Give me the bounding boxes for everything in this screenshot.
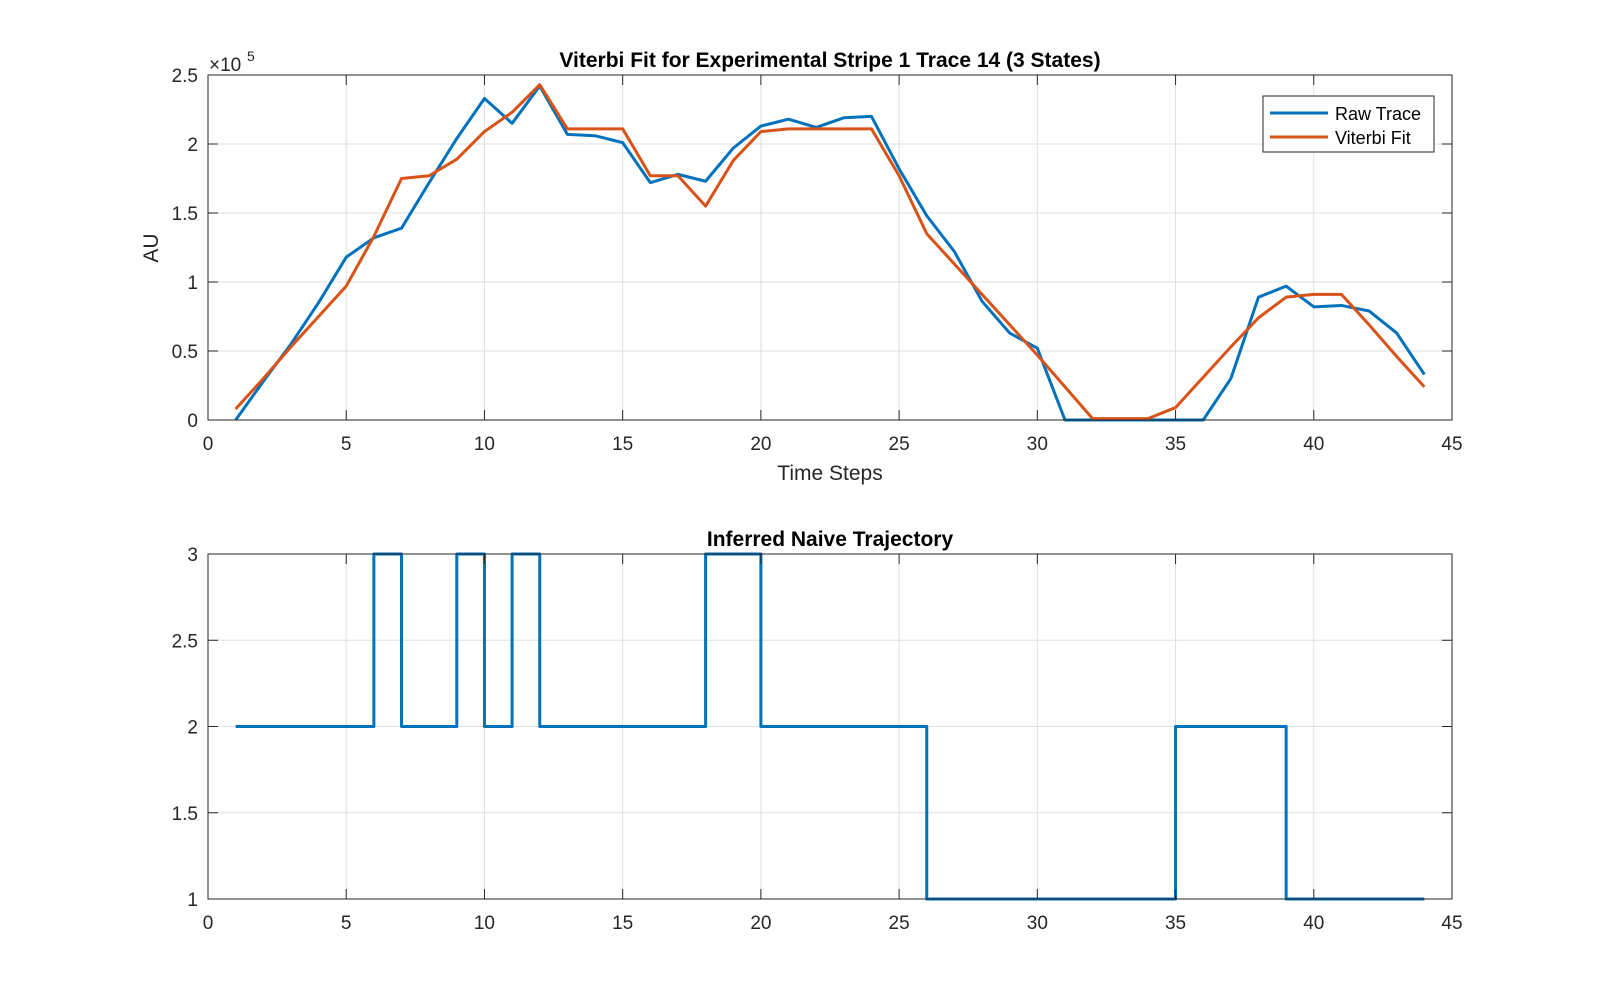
x-tick-label: 40	[1303, 913, 1324, 934]
series-line-raw-trace	[234, 84, 1426, 422]
bottom-chart-title: Inferred Naive Trajectory	[707, 528, 954, 551]
x-tick-label: 45	[1441, 913, 1462, 934]
y-tick-label: 0	[187, 411, 198, 432]
x-tick-label: 10	[474, 913, 495, 934]
y-exponent-base: ×10	[209, 55, 241, 76]
x-tick-label: 15	[612, 434, 633, 455]
x-tick-label: 30	[1027, 434, 1048, 455]
top-axes-frame	[207, 74, 1453, 421]
top-x-tick-labels: 0 5 10 15 20 25 30 35 40 45	[203, 434, 1463, 455]
y-tick-label: 1	[187, 273, 198, 294]
x-tick-label: 40	[1303, 434, 1324, 455]
top-series-group	[234, 83, 1426, 422]
bottom-y-tick-labels: 1 1.5 2 2.5 3	[172, 545, 198, 911]
y-tick-label: 1	[187, 890, 198, 911]
series-line-trajectory	[235, 552, 1425, 901]
x-tick-label: 45	[1441, 434, 1462, 455]
x-tick-label: 5	[341, 913, 352, 934]
x-tick-label: 30	[1027, 913, 1048, 934]
top-y-axis-label: AU	[140, 233, 163, 262]
bottom-ticks	[207, 553, 1453, 900]
bottom-x-tick-labels: 0 5 10 15 20 25 30 35 40 45	[203, 913, 1463, 934]
y-exponent-power: 5	[247, 48, 255, 64]
y-tick-label: 2	[187, 718, 198, 739]
top-y-tick-labels: 0 0.5 1 1.5 2 2.5	[172, 66, 198, 432]
y-tick-label: 3	[187, 545, 198, 566]
x-tick-label: 0	[203, 913, 214, 934]
x-tick-label: 25	[889, 913, 910, 934]
legend: Raw Trace Viterbi Fit	[1262, 95, 1435, 153]
inferred-trajectory-chart: 0 5 10 15 20 25 30 35 40 45 1 1.5 2 2.5 3 Inferred Na…	[172, 528, 1463, 934]
bottom-series-group	[235, 552, 1425, 901]
y-exponent-label: ×10 5	[209, 48, 255, 76]
legend-label-raw-trace: Raw Trace	[1335, 104, 1421, 124]
x-tick-label: 20	[750, 434, 771, 455]
legend-label-viterbi-fit: Viterbi Fit	[1335, 128, 1411, 148]
top-x-axis-label: Time Steps	[777, 462, 882, 485]
top-chart-title: Viterbi Fit for Experimental Stripe 1 Tr…	[559, 49, 1100, 72]
series-line-viterbi-fit	[234, 83, 1426, 421]
viterbi-fit-chart: 0 5 10 15 20 25 30 35 40 45 0 0.5 1 1.5 2 2.5 Viterbi …	[140, 48, 1463, 485]
y-tick-label: 0.5	[172, 342, 198, 363]
x-tick-label: 10	[474, 434, 495, 455]
top-ticks	[207, 74, 1453, 421]
y-tick-label: 1.5	[172, 204, 198, 225]
y-tick-label: 2.5	[172, 631, 198, 652]
x-tick-label: 25	[889, 434, 910, 455]
x-tick-label: 15	[612, 913, 633, 934]
x-tick-label: 0	[203, 434, 214, 455]
y-tick-label: 2.5	[172, 66, 198, 87]
x-tick-label: 35	[1165, 434, 1186, 455]
x-tick-label: 35	[1165, 913, 1186, 934]
y-tick-label: 1.5	[172, 804, 198, 825]
legend-box	[1262, 95, 1435, 153]
x-tick-label: 20	[750, 913, 771, 934]
y-tick-label: 2	[187, 135, 198, 156]
x-tick-label: 5	[341, 434, 352, 455]
